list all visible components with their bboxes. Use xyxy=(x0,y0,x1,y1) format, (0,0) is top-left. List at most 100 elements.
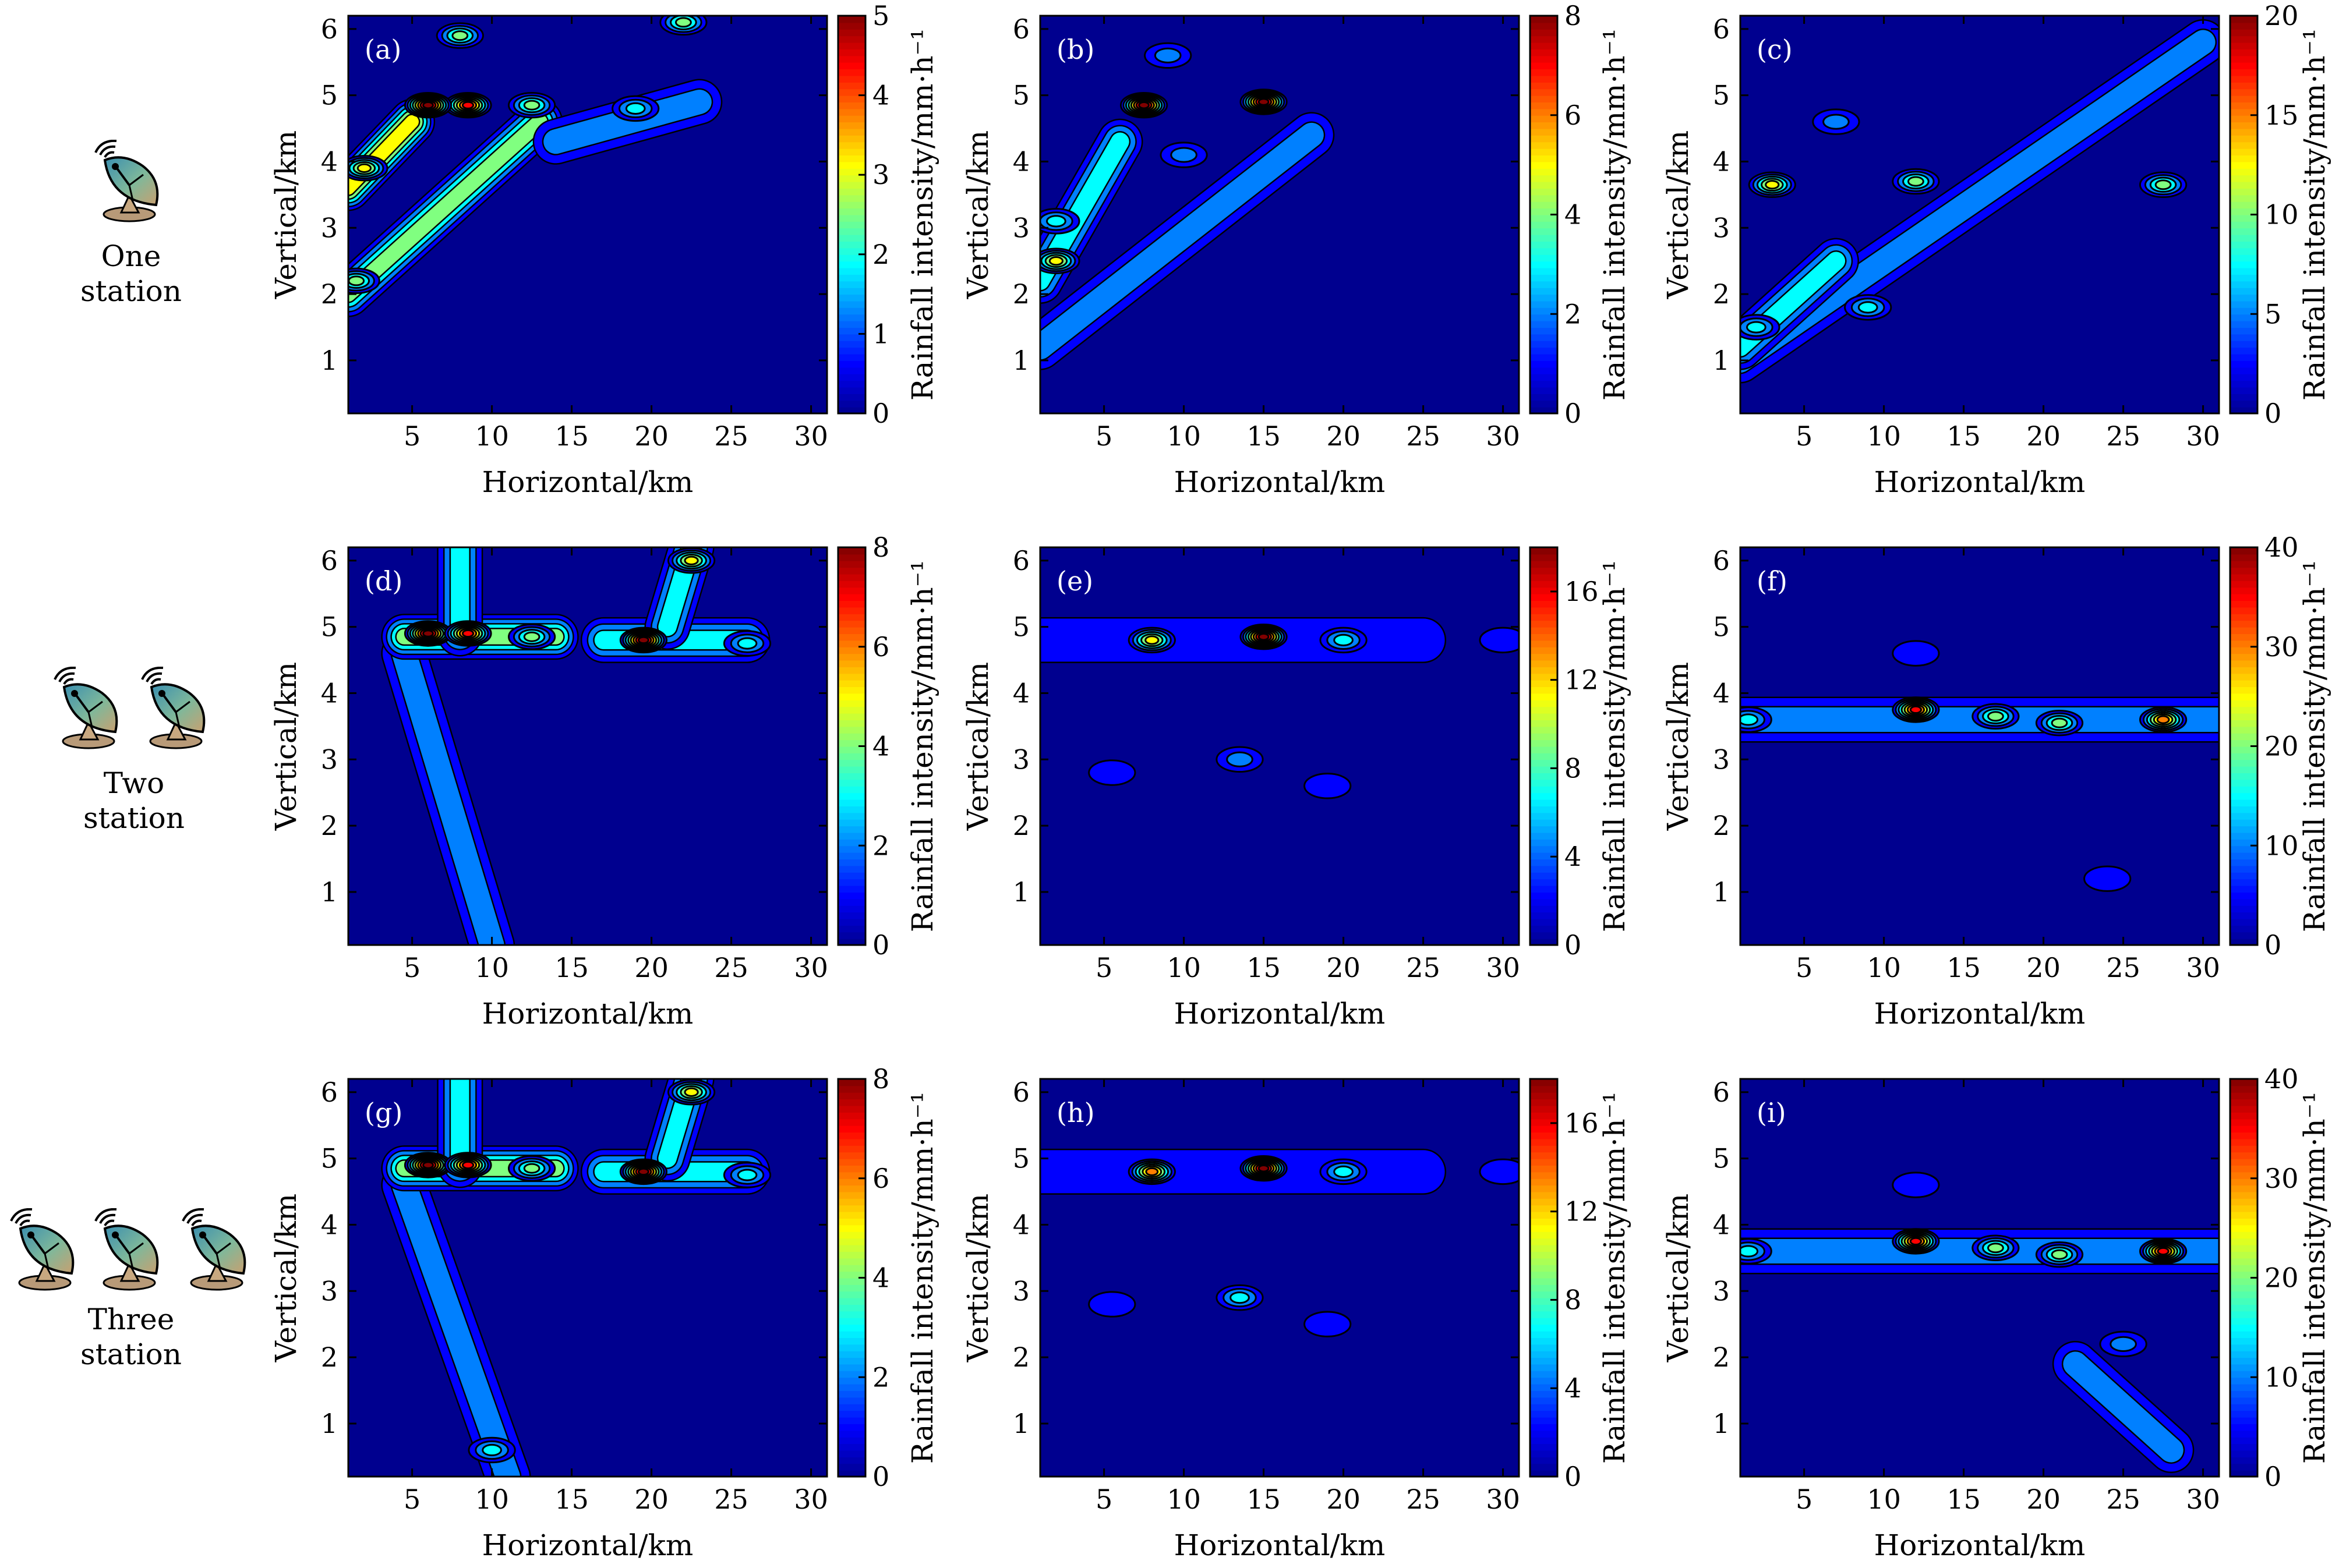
colorbar-segment xyxy=(1530,208,1557,215)
contour-level xyxy=(422,101,434,109)
contour-level xyxy=(2083,865,2132,892)
contour-level xyxy=(1145,1167,1159,1176)
colorbar-segment xyxy=(838,1304,865,1312)
colorbar-segment xyxy=(838,1390,865,1398)
colorbar-segment xyxy=(2230,620,2257,628)
rain-cell xyxy=(2035,1241,2084,1268)
y-tick-label: 5 xyxy=(321,1143,338,1174)
colorbar-segment xyxy=(2230,1357,2257,1365)
colorbar-segment xyxy=(1530,1311,1557,1318)
x-axis-label: Horizontal/km xyxy=(1174,465,1386,499)
colorbar-segment xyxy=(838,221,865,229)
colorbar-segment xyxy=(838,832,865,840)
colorbar-segment xyxy=(2230,69,2257,76)
colorbar-segment xyxy=(838,1092,865,1100)
colorbar-tick-label: 4 xyxy=(872,80,889,111)
colorbar-segment xyxy=(838,1436,865,1445)
colorbar-segment xyxy=(2230,254,2257,262)
colorbar-segment xyxy=(838,115,865,123)
x-tick-label: 15 xyxy=(1246,1484,1281,1515)
colorbar-segment xyxy=(2230,1185,2257,1192)
x-tick-label: 25 xyxy=(714,952,748,983)
colorbar-segment xyxy=(838,845,865,853)
x-tick-label: 25 xyxy=(714,1484,748,1515)
colorbar-segment xyxy=(2230,932,2257,939)
contour-level xyxy=(1170,147,1197,163)
contour-level xyxy=(1154,47,1182,63)
rain-cell xyxy=(468,1436,516,1464)
x-tick-label: 5 xyxy=(1096,1484,1112,1515)
colorbar-segment xyxy=(1530,62,1557,70)
colorbar-segment xyxy=(838,48,865,56)
contour-level xyxy=(2157,1247,2170,1256)
colorbar-segment xyxy=(2230,1304,2257,1312)
contour-fill xyxy=(1040,122,1324,360)
colorbar-tick-label: 16 xyxy=(1564,1107,1599,1139)
colorbar-segment xyxy=(838,320,865,328)
colorbar-tick-label: 0 xyxy=(2264,398,2281,429)
colorbar-segment xyxy=(1530,547,1557,555)
colorbar-segment xyxy=(1530,925,1557,933)
colorbar-segment xyxy=(2230,1284,2257,1292)
colorbar-segment xyxy=(838,380,865,388)
rain-cell xyxy=(436,22,484,49)
field-background xyxy=(1740,547,2219,945)
colorbar-segment xyxy=(2230,201,2257,209)
colorbar-segment xyxy=(838,560,865,568)
x-axis-label: Horizontal/km xyxy=(1174,997,1386,1031)
colorbar-segment xyxy=(2230,115,2257,123)
colorbar-segment xyxy=(838,653,865,661)
colorbar-segment xyxy=(2230,101,2257,109)
colorbar-segment xyxy=(1530,380,1557,388)
colorbar-segment xyxy=(2230,1337,2257,1345)
colorbar-segment xyxy=(1530,574,1557,581)
colorbar-segment xyxy=(2230,1258,2257,1265)
colorbar-segment xyxy=(1530,1423,1557,1431)
y-tick-label: 6 xyxy=(321,545,338,576)
colorbar-tick-label: 4 xyxy=(872,1262,889,1294)
colorbar-tick-label: 12 xyxy=(1564,664,1599,696)
colorbar-segment xyxy=(838,69,865,76)
contour-fill xyxy=(2063,1351,2183,1463)
x-axis-label: Horizontal/km xyxy=(482,465,694,499)
colorbar-segment xyxy=(2230,327,2257,335)
colorbar-segment xyxy=(838,547,865,555)
colorbar-segment xyxy=(838,1271,865,1279)
radar-dish-icon xyxy=(94,140,159,222)
colorbar-segment xyxy=(2230,891,2257,900)
colorbar-segment xyxy=(1530,1337,1557,1345)
colorbar-tick-label: 2 xyxy=(872,239,889,270)
colorbar-tick-label: 20 xyxy=(2264,0,2299,31)
contour-level xyxy=(1138,101,1150,109)
colorbar-segment xyxy=(838,228,865,235)
colorbar-tick-label: 4 xyxy=(872,731,889,762)
colorbar-segment xyxy=(2230,1443,2257,1451)
colorbar-segment xyxy=(2230,686,2257,694)
rain-cell xyxy=(1748,171,1796,198)
colorbar-segment xyxy=(2230,1092,2257,1100)
colorbar-segment xyxy=(2230,16,2257,23)
y-tick-label: 4 xyxy=(1013,1209,1030,1240)
colorbar: 0 1 2 3 4 5 Rainfall intensity/mm·h⁻¹ xyxy=(837,0,939,429)
colorbar-segment xyxy=(1530,48,1557,56)
rain-cell xyxy=(723,630,772,657)
y-tick-label: 5 xyxy=(321,80,338,111)
rain-band xyxy=(348,98,563,317)
colorbar-segment xyxy=(2230,593,2257,601)
colorbar-segment xyxy=(2230,759,2257,767)
contour-level xyxy=(737,1169,758,1181)
colorbar-segment xyxy=(1530,673,1557,681)
colorbar-segment xyxy=(838,1171,865,1179)
colorbar-segment xyxy=(1530,567,1557,575)
colorbar-segment xyxy=(2230,653,2257,661)
contour-fill xyxy=(391,641,504,945)
colorbar-label: Rainfall intensity/mm·h⁻¹ xyxy=(906,29,939,401)
row-label-three-station: Three station xyxy=(20,1302,242,1372)
colorbar-segment xyxy=(1530,1383,1557,1392)
colorbar-segment xyxy=(838,593,865,601)
colorbar-segment xyxy=(838,1238,865,1245)
